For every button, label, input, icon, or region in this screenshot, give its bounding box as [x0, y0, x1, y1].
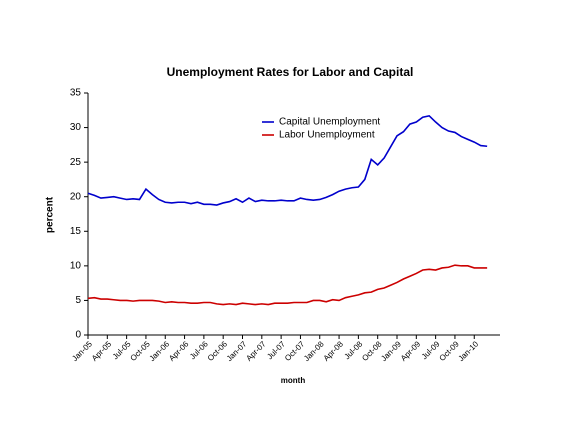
x-tick-label: Jan-06: [147, 339, 171, 363]
x-tick-label: Jan-05: [70, 339, 94, 363]
y-axis-title: percent: [45, 196, 56, 233]
y-tick-label: 20: [70, 191, 82, 202]
y-tick-label: 35: [70, 88, 82, 99]
y-tick-label: 25: [70, 157, 82, 168]
x-tick-label: Apr-09: [399, 339, 423, 363]
y-tick-label: 5: [75, 295, 81, 306]
data-line: [87, 114, 488, 206]
y-tick-label: 0: [75, 330, 81, 341]
y-tick-label: 30: [70, 122, 82, 133]
x-tick-label: Jan-10: [456, 339, 480, 363]
chart-title: Unemployment Rates for Labor and Capital: [167, 65, 414, 79]
legend-label: Capital Unemployment: [279, 117, 380, 128]
x-axis-title: month: [281, 376, 306, 385]
data-line: [87, 264, 488, 306]
x-tick-label: Apr-06: [167, 339, 191, 363]
y-tick-label: 15: [70, 226, 82, 237]
y-tick-label: 10: [70, 260, 82, 271]
x-tick-label: Jan-07: [225, 339, 249, 363]
x-tick-label: Apr-07: [244, 339, 268, 363]
x-tick-label: Apr-05: [90, 339, 114, 363]
x-tick-label: Jan-09: [379, 339, 403, 363]
x-tick-label: Apr-08: [322, 339, 346, 363]
x-tick-label: Jan-08: [302, 339, 326, 363]
legend-label: Labor Unemployment: [279, 130, 375, 141]
